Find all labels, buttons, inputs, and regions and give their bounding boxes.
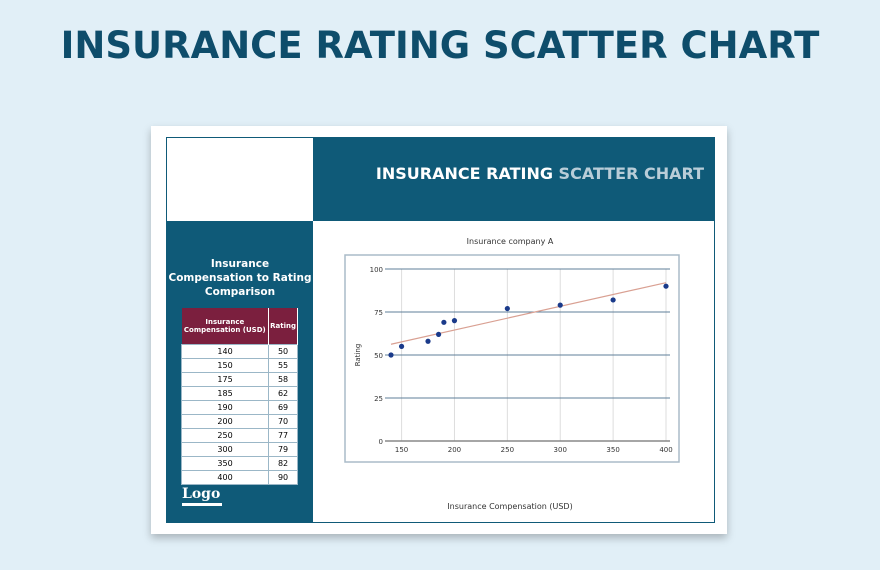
x-tick-label: 400 [659,446,672,454]
cell-rating: 77 [268,428,298,443]
scatter-chart: Insurance company A 150 200 250 300 350 400 0 25… [344,237,680,511]
table-row: 140 50 [180,344,298,359]
cell-rating: 58 [268,372,298,387]
data-point [398,343,405,349]
y-tick-label: 100 [370,266,383,274]
sheet-card: INSURANCE RATING SCATTER CHART Insurance… [151,126,727,534]
header-title: INSURANCE RATING SCATTER CHART [376,164,704,183]
cell-compensation: 190 [180,400,270,415]
data-point [504,305,510,312]
data-point [435,331,442,337]
data-point [610,297,616,303]
data-point [663,283,669,289]
cell-rating: 82 [268,456,298,471]
cell-compensation: 185 [180,386,270,401]
y-tick-label: 75 [374,309,383,317]
cell-rating: 55 [268,358,298,373]
x-tick-label: 150 [395,446,408,454]
logo-placeholder [167,138,313,221]
cell-compensation: 150 [180,358,270,373]
cell-rating: 90 [268,470,298,485]
table-row: 175 58 [180,372,298,387]
y-tick-label: 50 [374,352,383,360]
x-tick-label: 250 [501,446,514,454]
table-row: 350 82 [180,456,298,471]
data-point [388,352,394,358]
cell-compensation: 175 [180,372,270,387]
chart-title: Insurance company A [467,237,554,246]
cell-compensation: 350 [180,456,270,471]
header-band: INSURANCE RATING SCATTER CHART [313,138,714,221]
logo-text: Logo [182,486,221,502]
plot-frame [344,254,680,463]
cell-rating: 70 [268,414,298,429]
cell-compensation: 300 [180,442,270,457]
trendline [390,282,667,345]
y-tick-label: 0 [379,438,383,446]
cell-rating: 50 [268,344,298,359]
x-axis-label: Insurance Compensation (USD) [447,502,572,511]
col-header-compensation: Insurance Compensation (USD) [181,308,270,345]
data-point [557,302,563,308]
data-point [451,318,458,324]
cell-compensation: 250 [180,428,270,443]
table-row: 150 55 [180,358,298,373]
x-tick-label: 200 [448,446,461,454]
sidebar-title: Insurance Compensation to Rating Compari… [168,258,312,298]
y-tick-label: 25 [374,395,383,403]
table-row: 190 69 [180,400,298,415]
x-tick-label: 350 [606,446,619,454]
logo: Logo [182,486,222,506]
data-point [441,319,447,325]
table-row: 250 77 [180,428,298,443]
sidebar: Insurance Compensation to Rating Compari… [167,221,313,522]
header-title-b: SCATTER CHART [558,164,704,183]
sheet-frame: INSURANCE RATING SCATTER CHART Insurance… [166,137,715,523]
y-axis-label: Rating [354,344,362,367]
table-row: 185 62 [180,386,298,401]
col-header-rating: Rating [268,308,298,345]
table-row: 200 70 [180,414,298,429]
x-tick-label: 300 [554,446,567,454]
page-title: INSURANCE RATING SCATTER CHART [60,24,820,67]
cell-rating: 69 [268,400,298,415]
cell-rating: 62 [268,386,298,401]
header-title-a: INSURANCE RATING [375,164,559,183]
cell-compensation: 140 [180,344,270,359]
cell-rating: 79 [268,442,298,457]
table-row: 300 79 [180,442,298,457]
data-point [425,338,431,344]
chart-area: Insurance company A 150 200 250 300 350 400 0 25… [313,221,714,522]
data-table: Insurance Compensation (USD) Rating 140 50… [180,308,298,485]
cell-compensation: 400 [180,470,270,485]
cell-compensation: 200 [180,414,270,429]
table-row: 400 90 [180,470,298,485]
